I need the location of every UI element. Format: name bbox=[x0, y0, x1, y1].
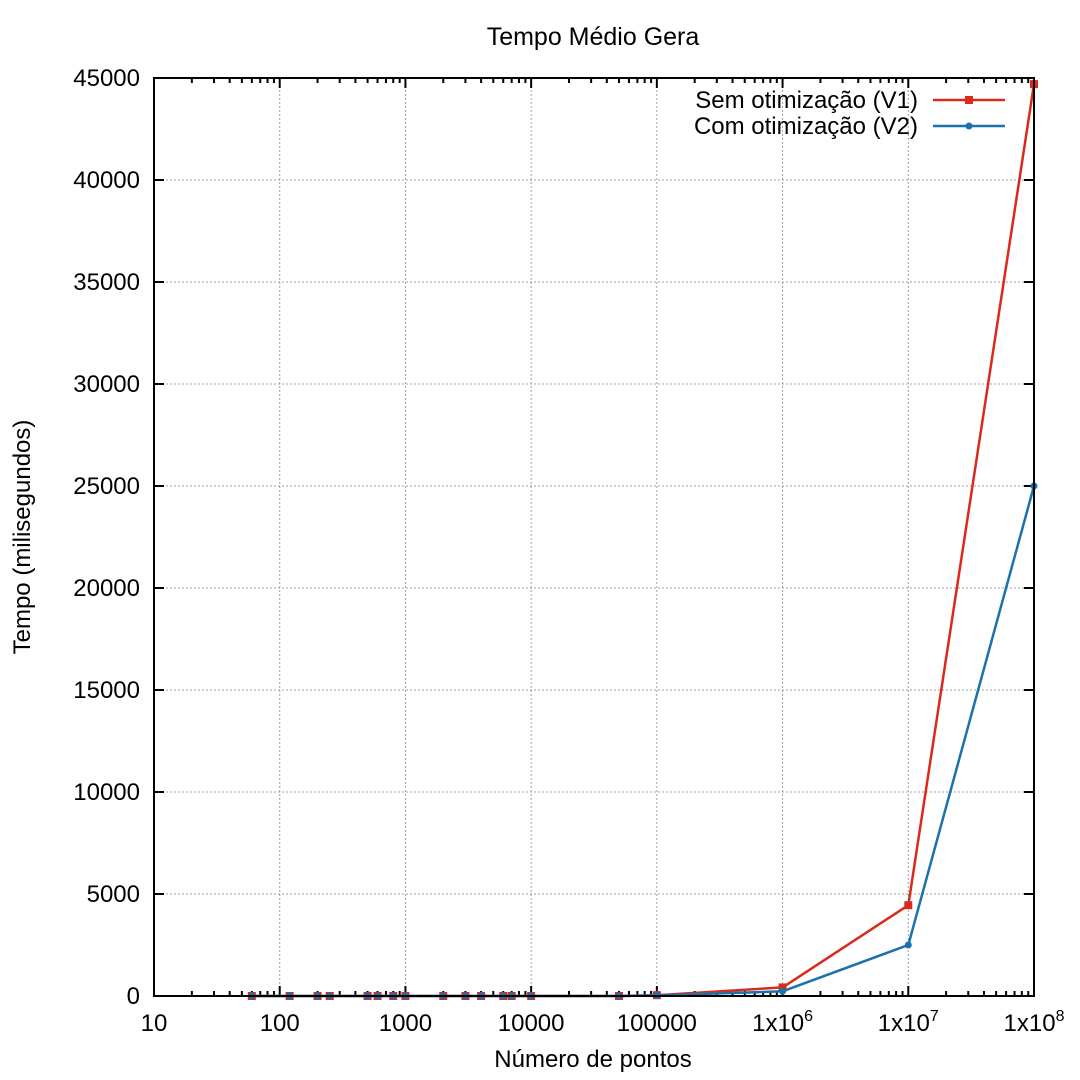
y-tick-label: 5000 bbox=[87, 881, 140, 908]
legend-marker bbox=[965, 122, 973, 130]
x-tick-label: 100000 bbox=[617, 1010, 697, 1037]
x-tick-label: 1x107 bbox=[878, 1008, 939, 1037]
x-tick-label: 1x108 bbox=[1004, 1008, 1065, 1037]
y-tick-label: 45000 bbox=[73, 65, 140, 92]
legend-label: Sem otimização (V1) bbox=[695, 87, 918, 114]
y-tick-label: 20000 bbox=[73, 575, 140, 602]
legend: Sem otimização (V1)Com otimização (V2) bbox=[694, 87, 1005, 140]
y-tick-label: 0 bbox=[127, 983, 140, 1010]
x-tick-label: 1x106 bbox=[752, 1008, 813, 1037]
legend-marker bbox=[965, 96, 973, 104]
data-point bbox=[778, 983, 787, 992]
x-tick-label: 10 bbox=[141, 1010, 168, 1037]
data-point bbox=[904, 941, 912, 949]
grid bbox=[154, 78, 1034, 996]
y-tick-label: 10000 bbox=[73, 779, 140, 806]
legend-label: Com otimização (V2) bbox=[694, 113, 918, 140]
y-tick-label: 25000 bbox=[73, 473, 140, 500]
y-tick-label: 35000 bbox=[73, 269, 140, 296]
x-tick-label: 100 bbox=[260, 1010, 300, 1037]
chart-title: Tempo Médio Gera bbox=[487, 23, 700, 51]
y-axis-label: Tempo (milisegundos) bbox=[9, 420, 36, 655]
x-tick-label: 1000 bbox=[379, 1010, 432, 1037]
plot-frame bbox=[153, 77, 1035, 997]
x-axis-label: Número de pontos bbox=[494, 1046, 691, 1073]
y-tick-label: 40000 bbox=[73, 167, 140, 194]
data-point bbox=[904, 901, 913, 910]
x-tick-label: 10000 bbox=[498, 1010, 565, 1037]
y-tick-labels: 0 5000 10000 15000 20000 25000 30000 35000 40000… bbox=[73, 65, 140, 1010]
y-tick-label: 15000 bbox=[73, 677, 140, 704]
y-tick-label: 30000 bbox=[73, 371, 140, 398]
x-tick-labels: 10 100 1000 10000 100000 1x106 1x107 1x108 bbox=[141, 1008, 1065, 1037]
data-point bbox=[779, 987, 787, 995]
